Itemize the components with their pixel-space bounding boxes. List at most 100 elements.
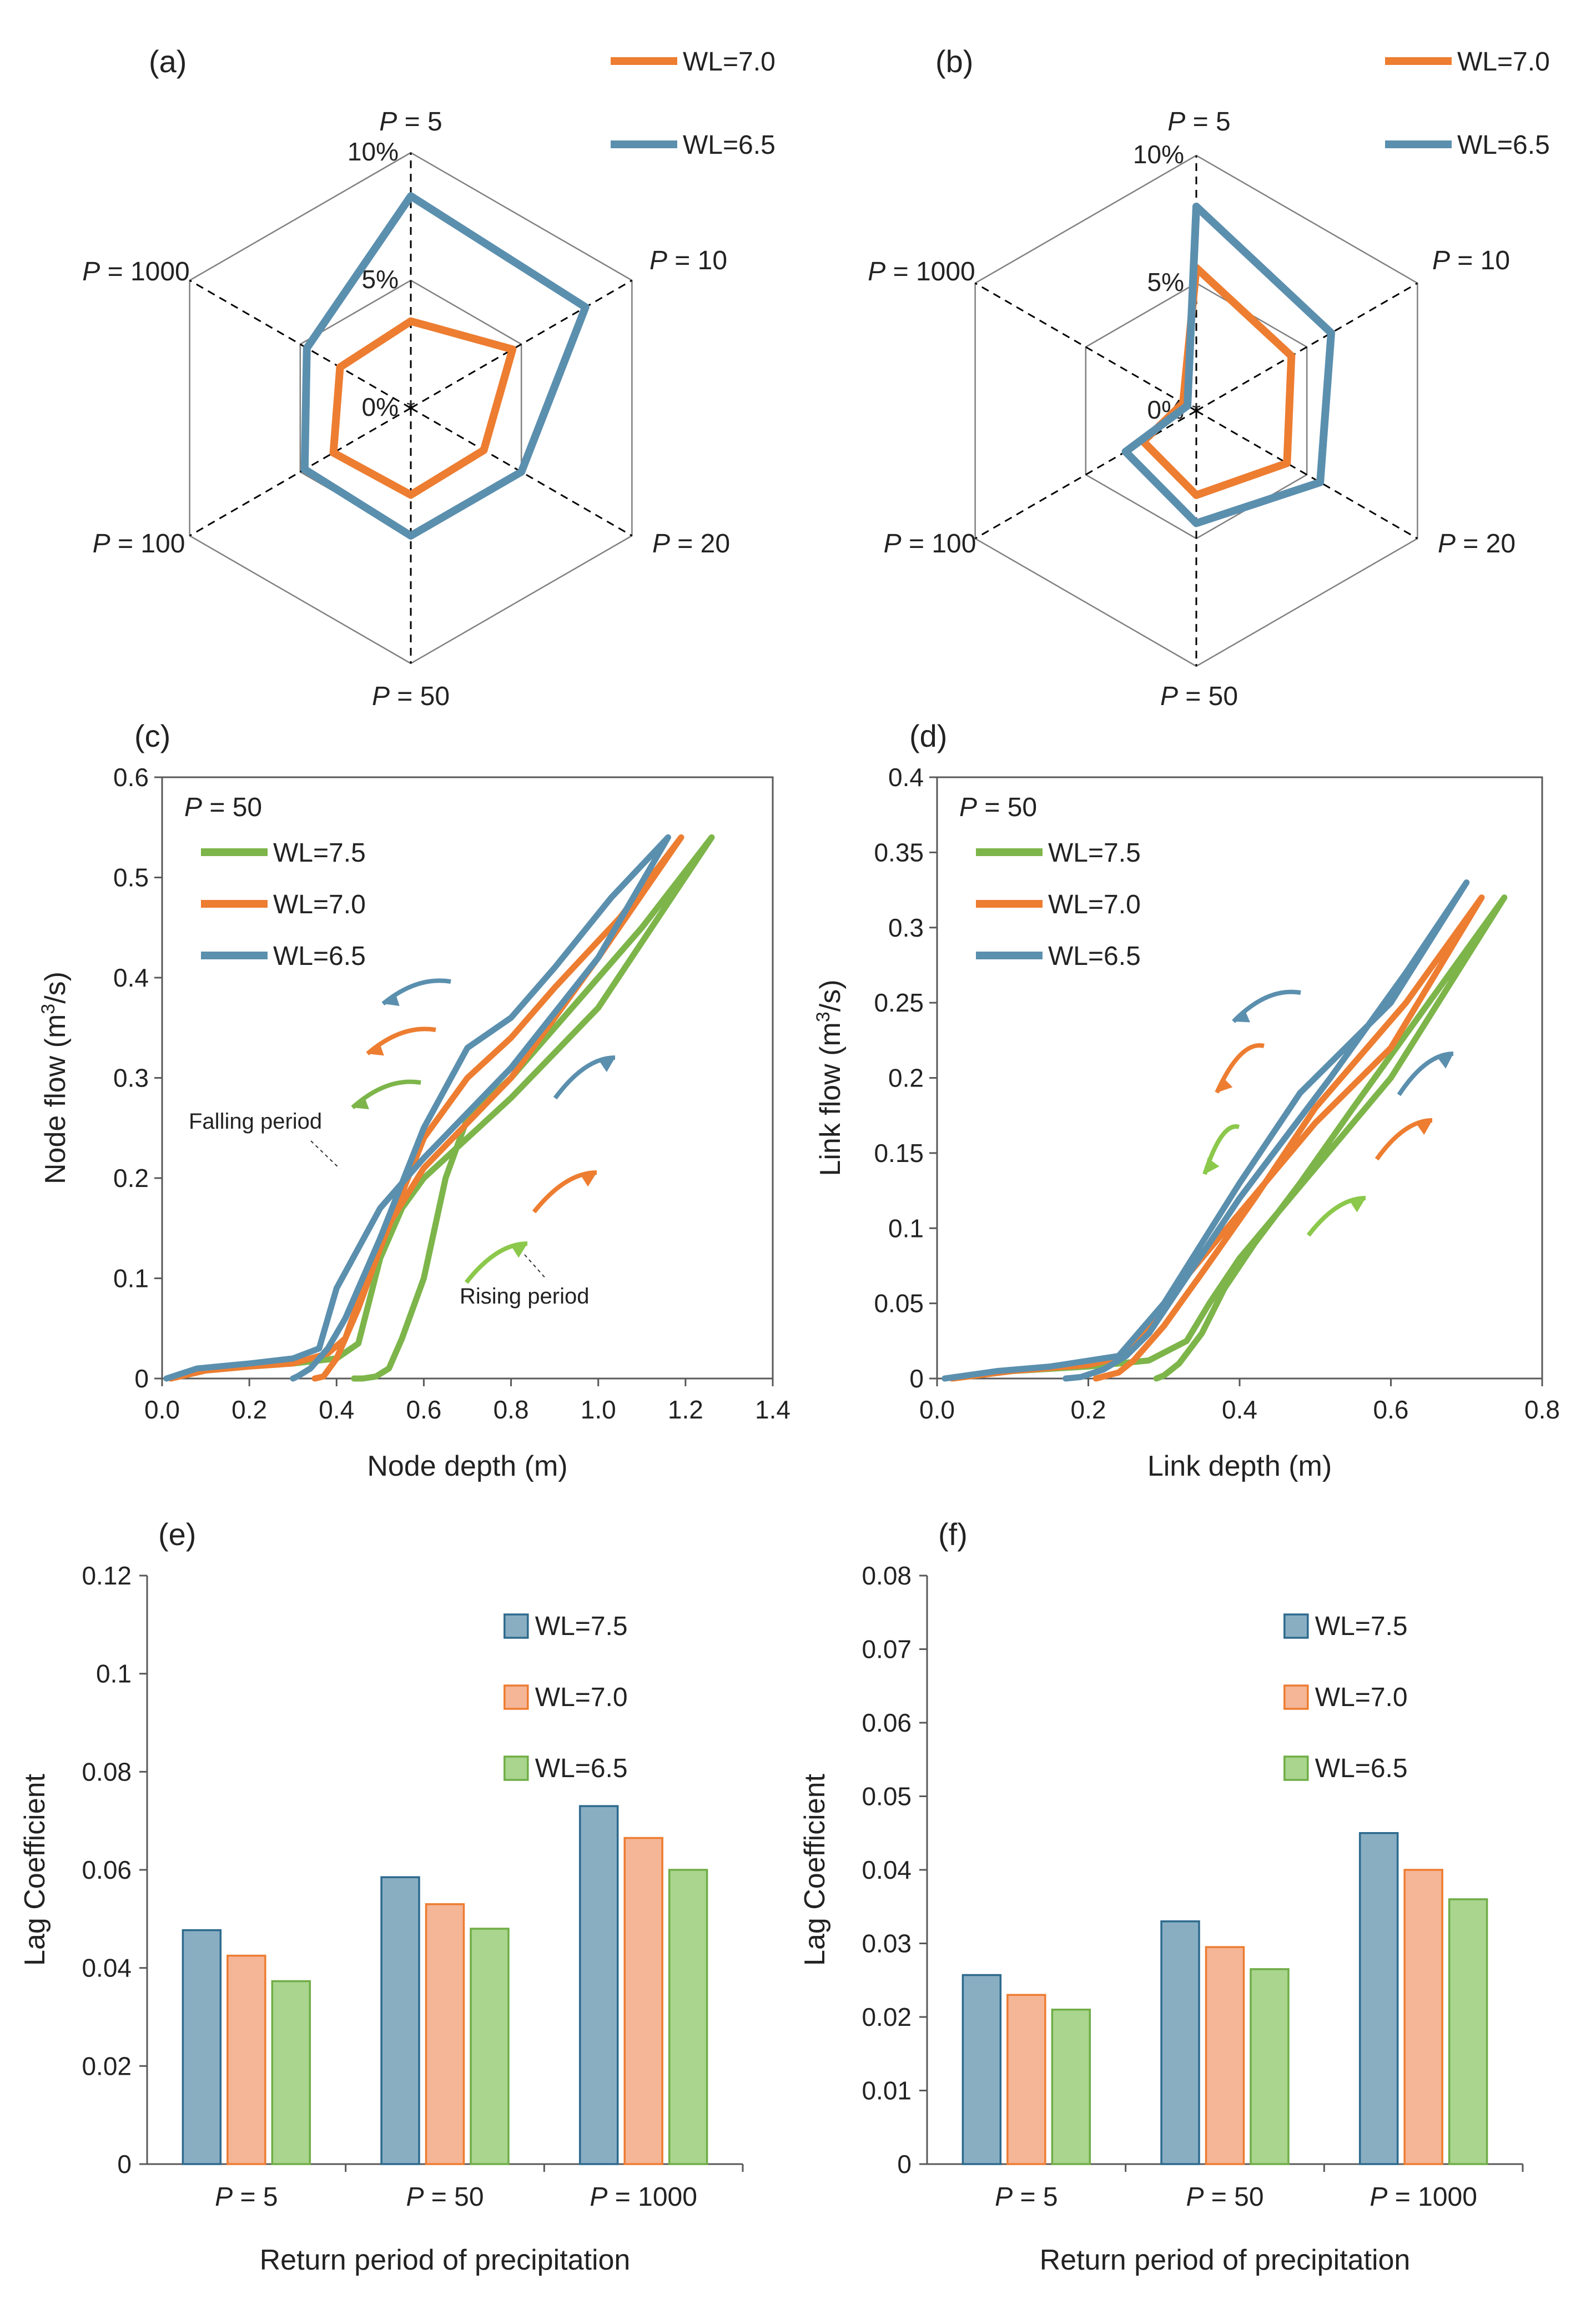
- radar-axis-label-value: = 5: [397, 107, 442, 137]
- radar-axis-label-value: = 100: [110, 529, 185, 559]
- bar-WL-7-5: [380, 1876, 420, 2165]
- x-axis-title: Link depth (m): [1147, 1450, 1332, 1482]
- legend-item-label: WL=7.0: [683, 47, 776, 77]
- series-line-WL-6-5: [942, 879, 1470, 1382]
- legend-swatch: [1283, 1684, 1309, 1710]
- radar-axis-label-p: P: [884, 529, 902, 559]
- x-tick-label: 1.4: [755, 1395, 791, 1424]
- falling-arrow-head: [367, 1042, 384, 1056]
- radar-axis-label: P = 10: [650, 246, 727, 275]
- radar-series-WL-7-0: [329, 317, 517, 499]
- x-category-label-value: = 1000: [1387, 2182, 1477, 2212]
- x-tick-label: 0.2: [1071, 1395, 1106, 1424]
- legend-swatch: [504, 1613, 529, 1639]
- condition-label: P = 50: [959, 793, 1037, 822]
- radar-axis-label-p: P: [868, 257, 885, 286]
- x-category-label-p: P: [406, 2182, 424, 2212]
- y-axis-title-part: Node flow (m: [39, 1014, 72, 1184]
- rising-arrow: [1397, 1052, 1454, 1096]
- y-tick-label: 0.04: [82, 1954, 132, 1983]
- falling-arrow-head: [1233, 1009, 1250, 1023]
- y-tick-label: 0.12: [82, 1561, 132, 1590]
- radar-ring-label: 10%: [348, 137, 399, 166]
- rising-arrow: [532, 1170, 597, 1214]
- y-tick-label: 0.2: [113, 1164, 149, 1193]
- y-axis-title-part: /s): [814, 979, 847, 1012]
- plot-area: [936, 776, 1543, 1380]
- bar-WL-7-0: [623, 1837, 663, 2165]
- y-tick-label: 0.4: [888, 763, 924, 792]
- bar-WL-7-0: [1205, 1946, 1245, 2165]
- bar-WL-6-5: [470, 1928, 510, 2165]
- radar-axis-label: P = 20: [1438, 529, 1516, 559]
- radar-axis-label-p: P: [82, 257, 100, 286]
- falling-arrow-head: [383, 992, 400, 1006]
- bar-WL-7-0: [1006, 1994, 1046, 2165]
- radar-axis-label: P = 5: [1167, 107, 1230, 137]
- x-category-label: P = 5: [995, 2182, 1058, 2212]
- x-category-label-p: P: [215, 2182, 233, 2212]
- condition-p: P: [959, 793, 977, 822]
- y-tick-label: 0.3: [888, 913, 924, 942]
- radar-axis-label-value: = 1000: [100, 257, 189, 286]
- y-tick-label: 0.05: [874, 1289, 924, 1318]
- radar-ring-label: 0%: [362, 393, 399, 421]
- y-axis-title-part: /s): [39, 972, 72, 1004]
- radar-spoke: [1196, 282, 1418, 412]
- radar-axis-label: P = 50: [1160, 682, 1238, 711]
- legend-swatch: [504, 1684, 529, 1710]
- x-axis-title: Return period of precipitation: [260, 2244, 631, 2276]
- radar-axis-label-p: P: [93, 529, 110, 559]
- legend-label: WL=6.5: [1315, 1754, 1408, 1783]
- radar-axis-label: P = 1000: [868, 257, 975, 286]
- legend-label: WL=6.5: [535, 1754, 628, 1783]
- y-tick-label: 0.05: [862, 1782, 912, 1811]
- x-category-label-value: = 1000: [607, 2182, 697, 2212]
- radar-axis-label: P = 10: [1432, 246, 1510, 275]
- condition-value: = 50: [977, 793, 1037, 822]
- y-tick-label: 0.06: [862, 1708, 912, 1737]
- x-category-label-value: = 50: [1204, 2182, 1263, 2212]
- y-tick-label: 0.02: [862, 2003, 912, 2031]
- y-tick-label: 0.35: [874, 838, 924, 867]
- radar-axis-label-value: = 50: [1178, 682, 1238, 711]
- x-category-label: P = 1000: [590, 2182, 697, 2212]
- rising-arrow: [1375, 1118, 1433, 1161]
- legend-item-label: WL=7.0: [1048, 890, 1141, 919]
- radar-ring-label: 5%: [1147, 268, 1184, 296]
- radar-spoke: [189, 407, 411, 537]
- radar-axis-label-value: = 1000: [885, 257, 975, 286]
- panel-label: (f): [938, 1517, 968, 1552]
- y-tick-label: 0: [909, 1364, 924, 1393]
- bar-WL-7-5: [182, 1929, 222, 2165]
- rising-arrow: [464, 1241, 528, 1284]
- y-tick-label: 0.15: [874, 1139, 924, 1168]
- condition-p: P: [184, 793, 202, 822]
- annotation-leader: [310, 1140, 340, 1169]
- y-axis-title: Link flow (m3/s): [813, 979, 847, 1176]
- y-tick-label: 0.1: [113, 1264, 149, 1293]
- radar-axis-label-p: P: [372, 682, 390, 711]
- radar-ring-label: 10%: [1133, 140, 1184, 169]
- y-tick-label: 0.5: [113, 863, 149, 892]
- bar-WL-6-5: [271, 1980, 311, 2165]
- rising-arrow-head: [580, 1173, 597, 1187]
- rising-arrow: [1306, 1196, 1366, 1237]
- x-axis-title: Return period of precipitation: [1040, 2244, 1411, 2276]
- bar-WL-7-5: [578, 1805, 619, 2165]
- radar-axis-label-value: = 10: [667, 246, 727, 275]
- bar-WL-7-0: [226, 1954, 266, 2165]
- y-tick-label: 0.06: [82, 1855, 132, 1884]
- radar-series-WL-6-5: [1121, 203, 1336, 527]
- legend-item-label: WL=7.0: [1457, 47, 1550, 77]
- radar-axis-label-value: = 20: [670, 529, 730, 559]
- y-tick-label: 0.3: [113, 1064, 149, 1093]
- radar-axis-label: P = 1000: [82, 257, 190, 286]
- line-chart-d: 0.0 0.2 0.4 0.6 0.8 0 0.05 0.1 0.15 0.2 0.25 0.3 0.3…: [813, 718, 1560, 1482]
- series-line-WL-7-5: [949, 894, 1508, 1382]
- radar-ring-label: 5%: [362, 265, 399, 294]
- series-line-WL-7-5: [168, 834, 715, 1382]
- x-axis-title: Node depth (m): [367, 1450, 567, 1482]
